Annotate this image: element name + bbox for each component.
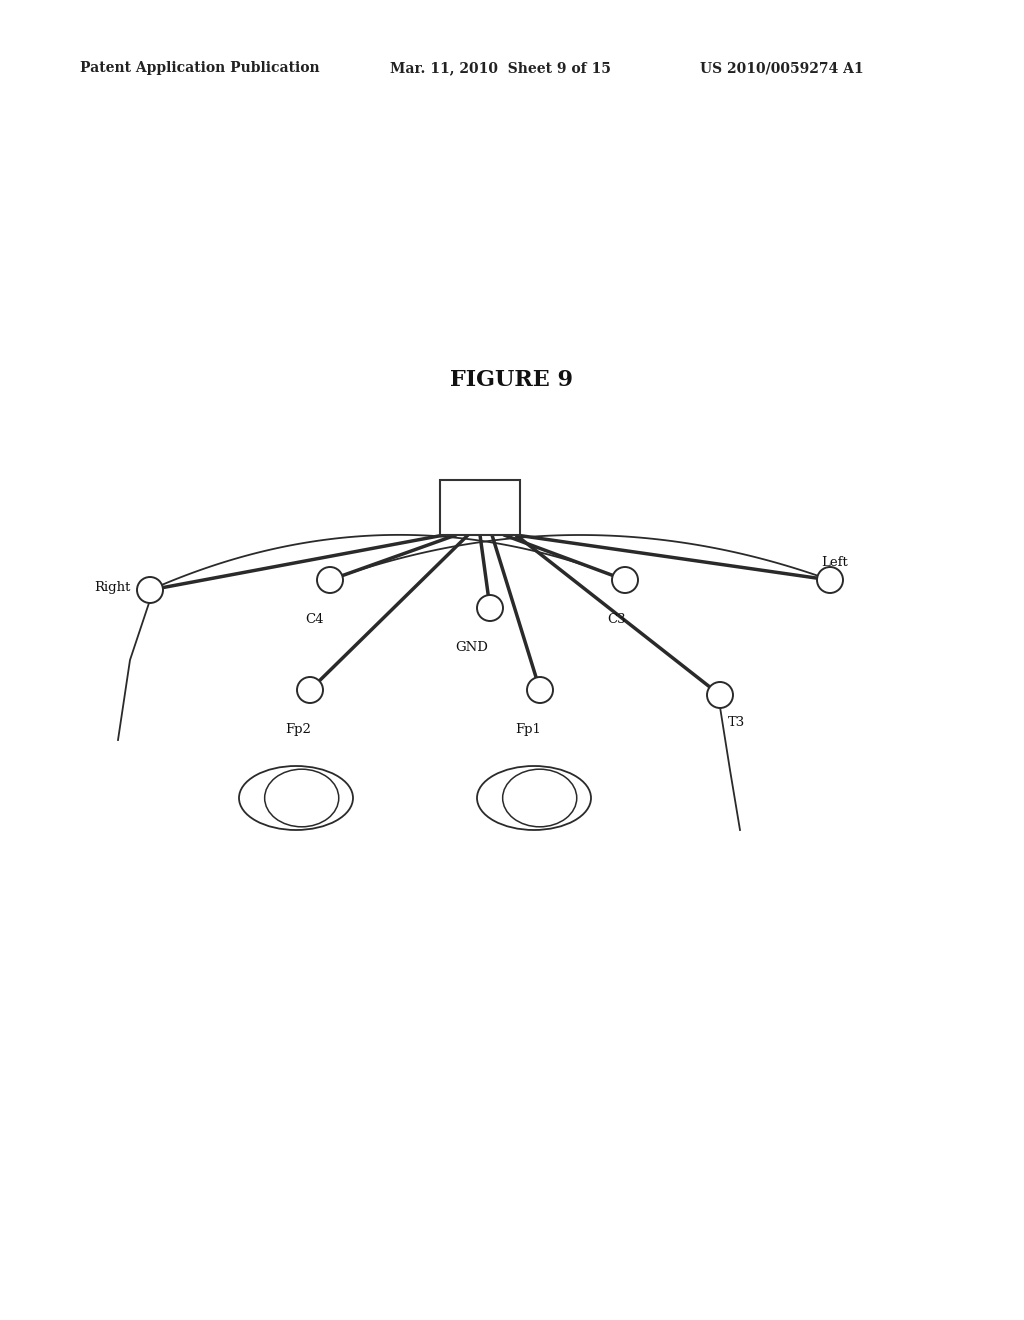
Circle shape <box>527 677 553 704</box>
Circle shape <box>297 677 323 704</box>
Text: Mar. 11, 2010  Sheet 9 of 15: Mar. 11, 2010 Sheet 9 of 15 <box>390 61 611 75</box>
Bar <box>440 480 520 535</box>
Text: T3: T3 <box>727 715 744 729</box>
Ellipse shape <box>477 766 591 830</box>
Circle shape <box>137 577 163 603</box>
Text: C3: C3 <box>607 612 627 626</box>
Circle shape <box>612 568 638 593</box>
Text: Left: Left <box>821 556 848 569</box>
Text: GND: GND <box>456 642 488 653</box>
Circle shape <box>317 568 343 593</box>
Circle shape <box>477 595 503 620</box>
Text: FIGURE 9: FIGURE 9 <box>451 370 573 391</box>
Text: Fp2: Fp2 <box>285 723 311 737</box>
Text: Patent Application Publication: Patent Application Publication <box>80 61 319 75</box>
Text: Fp1: Fp1 <box>515 723 541 737</box>
Text: C4: C4 <box>306 612 325 626</box>
Ellipse shape <box>239 766 353 830</box>
Text: US 2010/0059274 A1: US 2010/0059274 A1 <box>700 61 863 75</box>
Text: Right: Right <box>94 582 130 594</box>
Circle shape <box>817 568 843 593</box>
Circle shape <box>707 682 733 708</box>
